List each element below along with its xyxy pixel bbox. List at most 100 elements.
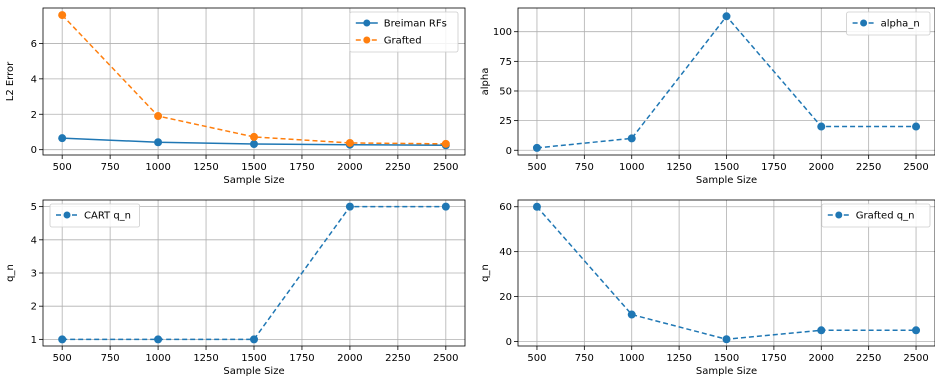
data-point	[154, 112, 163, 121]
x-axis-label: Sample Size	[223, 366, 284, 377]
x-tick-label: 1500	[714, 353, 739, 364]
y-axis-label: L2 Error	[5, 61, 16, 101]
data-point	[441, 139, 450, 148]
y-tick-label: 2	[31, 302, 37, 313]
plot-frame	[42, 7, 466, 156]
legend: Breiman RFs Grafted	[349, 11, 459, 53]
data-point	[250, 335, 258, 344]
legend-label: Breiman RFs	[384, 19, 447, 30]
y-tick-label: 50	[499, 86, 512, 97]
data-point	[58, 335, 67, 344]
x-tick-label: 2500	[433, 162, 458, 173]
series-line	[62, 205, 446, 341]
x-tick-label: 1500	[241, 162, 266, 173]
x-tick-label: 1250	[193, 162, 218, 173]
y-tick-label: 75	[499, 57, 512, 68]
legend-marker	[363, 36, 371, 44]
data-point	[817, 122, 826, 131]
plot-frame	[517, 199, 935, 347]
legend-marker	[835, 211, 843, 219]
x-axis-label: Sample Size	[696, 366, 757, 377]
data-point	[58, 134, 67, 143]
x-tick-label: 2500	[903, 162, 928, 173]
x-tick-label: 1250	[666, 162, 691, 173]
y-tick-label: 0	[31, 145, 37, 156]
x-tick-label: 2000	[337, 353, 362, 364]
y-axis-label: q_n	[5, 264, 16, 282]
y-tick-label: 4	[31, 235, 37, 246]
y-tick-label: 1	[31, 335, 37, 346]
y-tick-label: 3	[31, 269, 37, 280]
plot-cart-qn: 500 750 1000 1250 1500 1750 2000 2250 2500 1 2 3 4 5 S…	[5, 199, 466, 377]
data-point	[722, 335, 731, 344]
gridlines	[518, 8, 935, 155]
y-tick-label: 20	[499, 292, 512, 303]
legend: CART q_n	[49, 203, 140, 228]
x-tick-label: 2500	[433, 353, 458, 364]
y-tick-label: 40	[499, 247, 512, 258]
plot-alpha: 500 750 1000 1250 1500 1750 2000 2250 2500 0 25 50 7…	[480, 7, 935, 186]
data-point	[532, 202, 541, 211]
x-tick-label: 1250	[666, 353, 691, 364]
x-tick-label: 1750	[761, 353, 786, 364]
data-point	[441, 202, 450, 211]
y-axis-label: q_n	[480, 264, 491, 282]
x-tick-label: 500	[527, 353, 546, 364]
x-tick-label: 1750	[289, 353, 314, 364]
x-tick-label: 750	[575, 162, 594, 173]
data-point	[912, 326, 921, 335]
x-tick-label: 1500	[714, 162, 739, 173]
data-point	[250, 140, 258, 149]
legend-box	[821, 203, 931, 228]
y-tick-label: 4	[31, 74, 37, 85]
data-point	[817, 326, 826, 335]
legend-label: CART q_n	[84, 211, 131, 222]
legend-label: alpha_n	[881, 19, 920, 30]
x-tick-label: 2000	[809, 353, 834, 364]
x-tick-label: 1000	[619, 353, 644, 364]
legend-marker	[63, 211, 71, 219]
x-tick-label: 500	[53, 162, 72, 173]
legend-marker	[860, 19, 868, 27]
data-point	[154, 335, 163, 344]
data-point	[722, 12, 731, 21]
legend: alpha_n	[846, 11, 931, 36]
x-tick-label: 750	[575, 353, 594, 364]
data-point	[345, 138, 354, 147]
legend-marker	[363, 19, 371, 27]
series-line	[61, 14, 446, 145]
data-point	[532, 143, 541, 152]
x-tick-label: 2250	[856, 353, 881, 364]
data-point	[250, 132, 258, 141]
x-tick-label: 2250	[856, 162, 881, 173]
x-tick-label: 2250	[385, 162, 410, 173]
data-point	[912, 122, 921, 131]
plot-grafted-qn: 500 750 1000 1250 1500 1750 2000 2250 2500 0 20 40 6…	[480, 199, 935, 377]
x-tick-label: 1750	[761, 162, 786, 173]
x-tick-label: 750	[101, 353, 120, 364]
legend: Grafted q_n	[821, 203, 931, 228]
data-point	[58, 11, 67, 20]
legend-label: Grafted q_n	[856, 211, 915, 222]
x-tick-label: 500	[527, 162, 546, 173]
y-tick-label: 60	[499, 202, 512, 213]
x-tick-label: 1000	[145, 162, 170, 173]
plot-frame	[517, 7, 935, 156]
x-axis-label: Sample Size	[223, 175, 284, 186]
y-axis-label: alpha	[480, 68, 491, 96]
x-tick-label: 2500	[903, 353, 928, 364]
x-tick-label: 1500	[241, 353, 266, 364]
x-tick-label: 500	[53, 353, 72, 364]
y-tick-label: 100	[493, 27, 512, 38]
x-axis-label: Sample Size	[696, 175, 757, 186]
x-tick-label: 1750	[289, 162, 314, 173]
x-tick-label: 2000	[337, 162, 362, 173]
x-tick-label: 1250	[193, 353, 218, 364]
x-tick-label: 2000	[809, 162, 834, 173]
legend-box	[846, 11, 931, 36]
legend-label: Grafted	[384, 36, 422, 47]
legend-box	[49, 203, 140, 228]
data-point	[627, 310, 636, 319]
y-tick-label: 6	[31, 39, 37, 50]
x-tick-label: 2250	[385, 353, 410, 364]
